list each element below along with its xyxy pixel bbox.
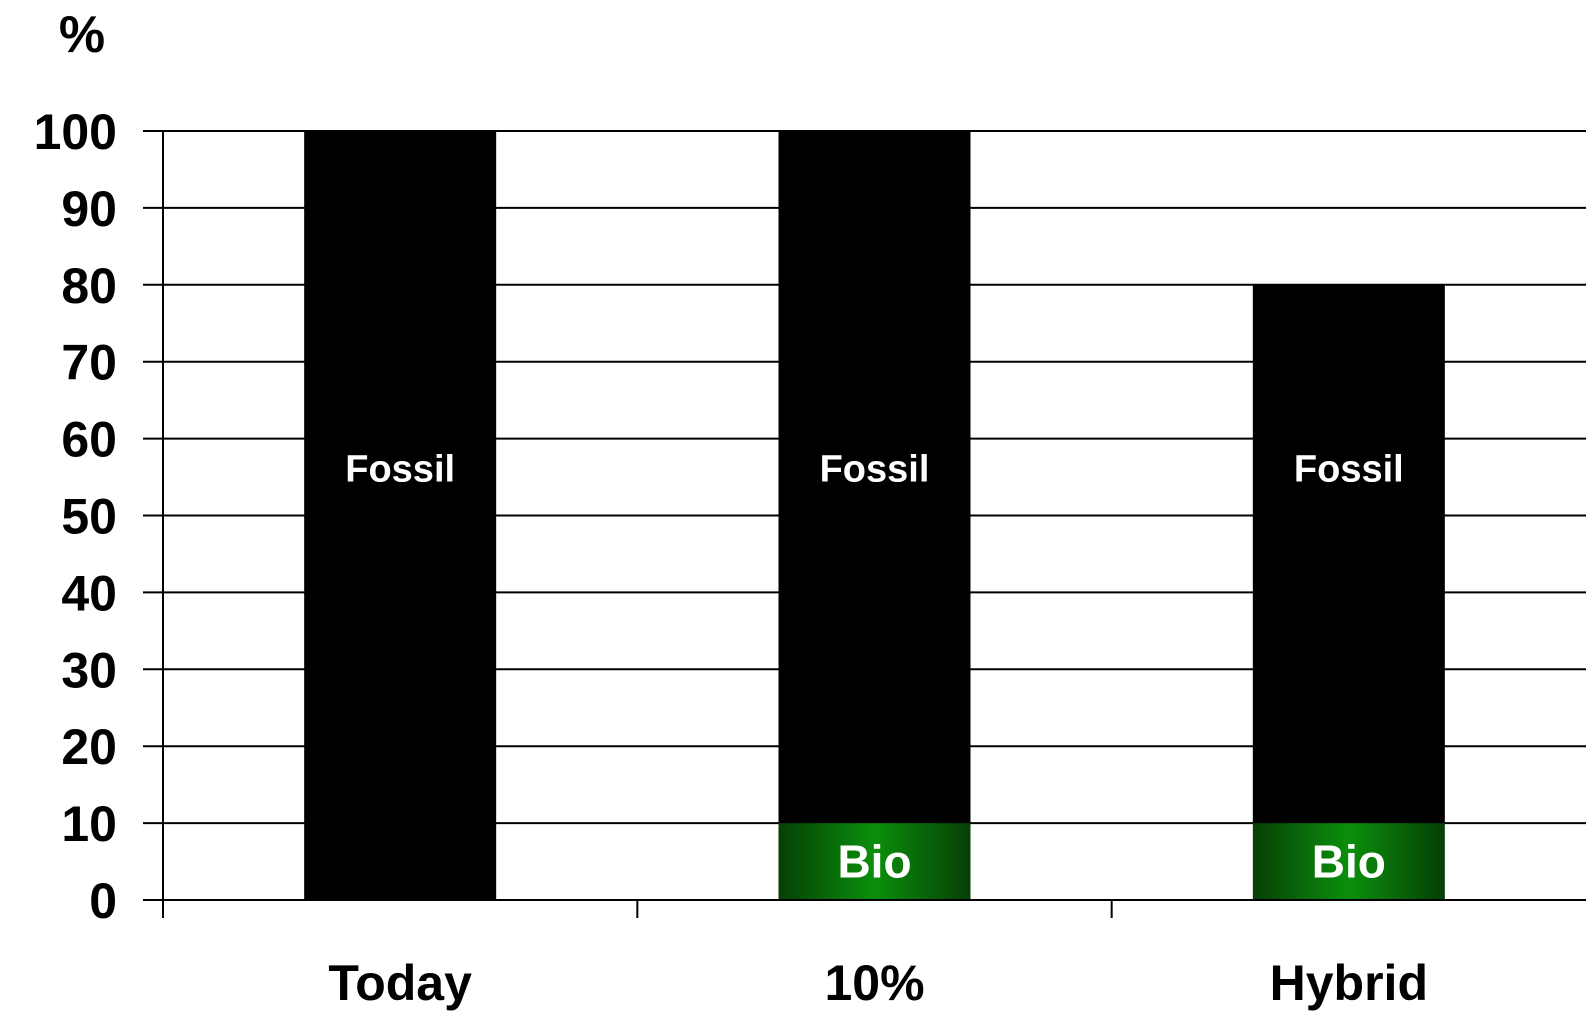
y-tick-label: 20: [61, 719, 117, 775]
bar-segment-bio-2: [1252, 823, 1445, 900]
y-tick-label: 0: [89, 873, 117, 929]
y-axis-unit-label: %: [59, 6, 105, 64]
y-tick-label: 90: [61, 181, 117, 237]
x-tick-label: Hybrid: [1270, 955, 1428, 1011]
bar-segment-bio-1: [778, 823, 971, 900]
y-tick-label: 80: [61, 258, 117, 314]
bar-segment-fossil-0: [304, 131, 497, 900]
x-tick-label: Today: [328, 955, 472, 1011]
y-tick-label: 30: [61, 642, 117, 698]
bar-segment-fossil-2: [1252, 284, 1445, 824]
y-tick-label: 50: [61, 489, 117, 545]
y-tick-label: 40: [61, 565, 117, 621]
bar-segment-fossil-1: [778, 131, 971, 824]
y-tick-label: 100: [34, 104, 117, 160]
axes: [143, 130, 1586, 918]
x-tick-label: 10%: [824, 955, 924, 1011]
segment-labels: Fossil Bio Fossil Bio Fossil: [345, 448, 1403, 887]
y-tick-label: 60: [61, 412, 117, 468]
y-tick-label: 70: [61, 335, 117, 391]
y-tick-label: 10: [61, 796, 117, 852]
segment-label-fossil-1: Fossil: [820, 448, 930, 490]
segment-label-fossil-2: Fossil: [1294, 448, 1404, 490]
bars: [304, 131, 1445, 900]
x-tick-labels: Today 10% Hybrid: [328, 955, 1428, 1011]
segment-label-bio-1: Bio: [837, 836, 911, 888]
segment-label-fossil-0: Fossil: [345, 448, 455, 490]
y-tick-labels: 0 10 20 30 40 50 60 70 80 90 100: [34, 104, 117, 929]
segment-label-bio-2: Bio: [1312, 836, 1386, 888]
